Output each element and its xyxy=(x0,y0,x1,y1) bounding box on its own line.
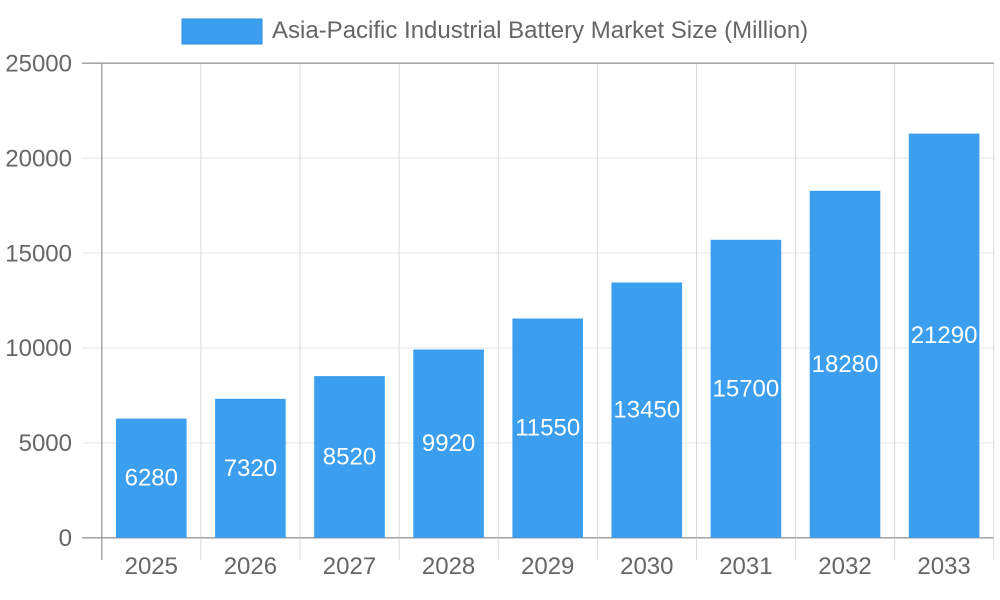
svg-text:2025: 2025 xyxy=(125,553,178,580)
svg-text:2029: 2029 xyxy=(521,553,574,580)
svg-text:15000: 15000 xyxy=(5,240,72,267)
svg-text:13450: 13450 xyxy=(613,397,680,424)
svg-text:2030: 2030 xyxy=(620,553,673,580)
svg-text:11550: 11550 xyxy=(515,415,580,442)
svg-text:2026: 2026 xyxy=(224,553,277,580)
svg-text:21290: 21290 xyxy=(911,322,978,349)
svg-text:5000: 5000 xyxy=(19,430,72,457)
svg-text:10000: 10000 xyxy=(5,335,72,362)
svg-text:2027: 2027 xyxy=(323,553,376,580)
svg-text:18280: 18280 xyxy=(812,351,879,378)
svg-text:2028: 2028 xyxy=(422,553,475,580)
svg-text:2033: 2033 xyxy=(917,553,970,580)
svg-text:Asia-Pacific Industrial Batter: Asia-Pacific Industrial Battery Market S… xyxy=(272,17,808,44)
svg-text:8520: 8520 xyxy=(323,444,376,471)
svg-text:15700: 15700 xyxy=(713,375,780,402)
svg-text:2032: 2032 xyxy=(818,553,871,580)
svg-text:7320: 7320 xyxy=(224,455,277,482)
svg-text:6280: 6280 xyxy=(125,465,178,492)
svg-text:2031: 2031 xyxy=(719,553,772,580)
svg-text:25000: 25000 xyxy=(5,51,72,78)
svg-text:9920: 9920 xyxy=(422,430,475,457)
svg-text:20000: 20000 xyxy=(5,145,72,172)
svg-text:0: 0 xyxy=(59,525,72,552)
